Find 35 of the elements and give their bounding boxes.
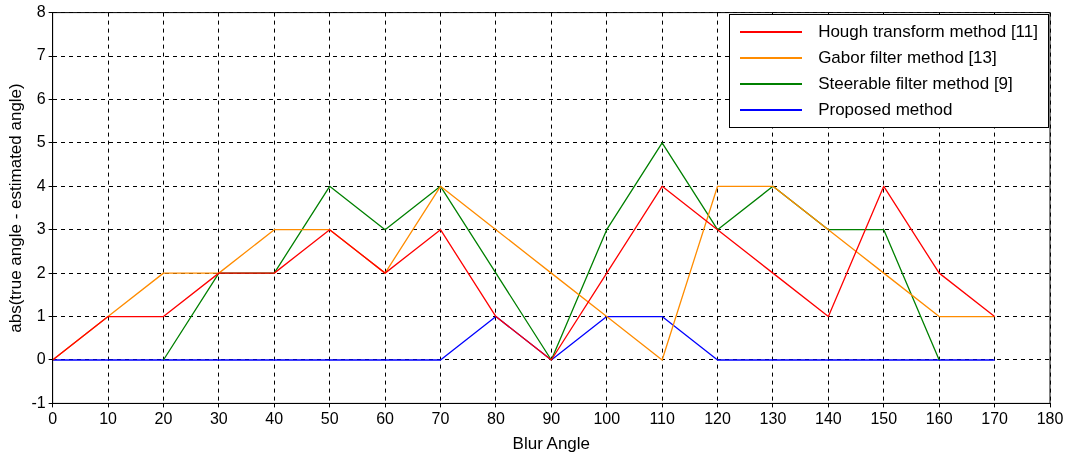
y-tick-label: 4 — [36, 176, 46, 194]
legend-label: Proposed method — [818, 99, 953, 120]
x-tick-label: 120 — [704, 410, 731, 428]
legend-label: Hough transform method [11] — [818, 21, 1038, 42]
x-tick-label: 100 — [593, 410, 621, 428]
x-tick-label: 80 — [487, 410, 505, 428]
y-tick-label: 2 — [36, 263, 46, 281]
x-tick-label: 160 — [925, 410, 953, 428]
x-tick-label: 60 — [376, 410, 395, 428]
y-tick-label: 0 — [36, 350, 46, 368]
legend-label: Gabor filter method [13] — [818, 47, 997, 68]
x-tick-label: 150 — [870, 410, 898, 428]
x-tick-label: 50 — [320, 410, 339, 428]
x-tick-label: 110 — [649, 410, 675, 428]
x-tick-label: 20 — [154, 410, 173, 428]
x-tick-label: 70 — [431, 410, 450, 428]
x-tick-label: 130 — [759, 410, 787, 428]
y-tick-label: 5 — [36, 133, 46, 151]
x-tick-label: 140 — [815, 410, 842, 428]
x-tick-label: 0 — [48, 410, 58, 428]
x-tick-label: 170 — [981, 410, 1009, 428]
y-tick-label: 8 — [36, 3, 46, 21]
x-axis-title: Blur Angle — [512, 434, 591, 454]
x-tick-label: 30 — [209, 410, 228, 428]
x-tick-label: 40 — [265, 410, 284, 428]
x-tick-label: 10 — [99, 410, 118, 428]
y-tick-label: 7 — [36, 46, 46, 64]
y-axis-title: abs(true angle - estimated angle) — [5, 83, 25, 333]
legend-label: Steerable filter method [9] — [818, 73, 1013, 94]
y-tick-label: 3 — [36, 220, 46, 238]
y-tick-label: 1 — [36, 306, 46, 324]
y-tick-label: -1 — [31, 393, 46, 411]
x-tick-label: 180 — [1036, 410, 1064, 428]
y-tick-label: 6 — [36, 89, 46, 107]
x-tick-label: 90 — [542, 410, 561, 428]
